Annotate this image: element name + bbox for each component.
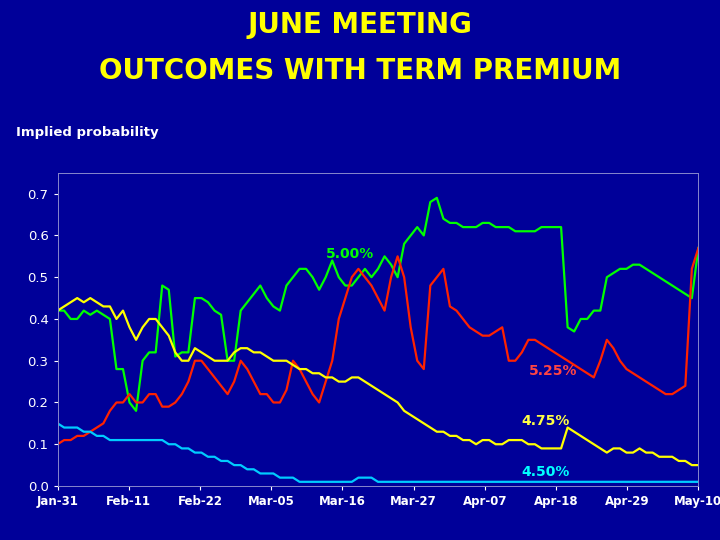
Text: Implied probability: Implied probability bbox=[16, 126, 158, 139]
Text: 4.50%: 4.50% bbox=[522, 464, 570, 478]
Text: 4.75%: 4.75% bbox=[522, 414, 570, 428]
Text: OUTCOMES WITH TERM PREMIUM: OUTCOMES WITH TERM PREMIUM bbox=[99, 57, 621, 85]
Text: 5.25%: 5.25% bbox=[528, 364, 577, 379]
Text: 5.00%: 5.00% bbox=[325, 247, 374, 261]
Text: JUNE MEETING: JUNE MEETING bbox=[248, 11, 472, 39]
